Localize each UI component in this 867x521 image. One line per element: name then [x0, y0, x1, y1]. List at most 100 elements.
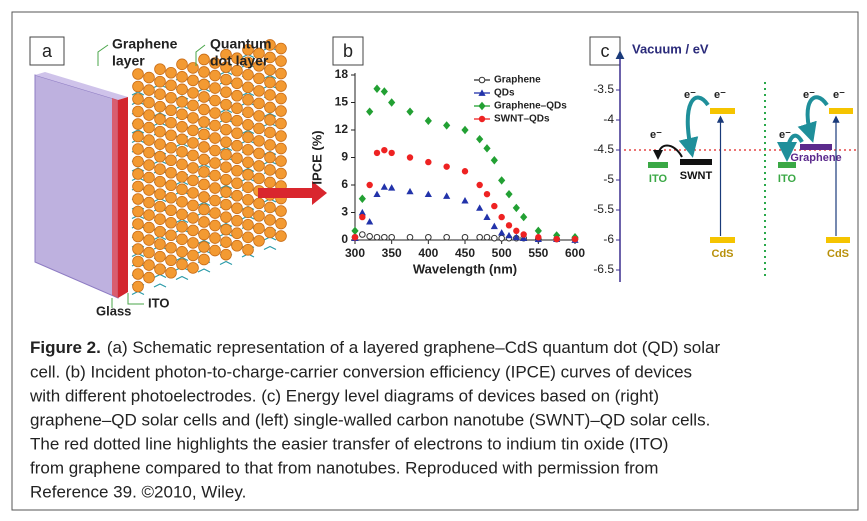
quantum-dot: [264, 139, 276, 151]
energy-level: [680, 159, 712, 165]
quantum-dot: [264, 64, 276, 76]
quantum-dot: [253, 135, 265, 147]
quantum-dot: [187, 212, 199, 224]
quantum-dot: [198, 128, 210, 141]
quantum-dot: [187, 112, 199, 124]
energy-tick-label: -4.5: [593, 142, 614, 156]
quantum-dot: [143, 196, 155, 209]
data-point: [490, 222, 498, 230]
data-point: [505, 189, 513, 199]
glass-slab: [34, 74, 119, 299]
quantum-dot: [132, 205, 144, 218]
data-point: [498, 213, 505, 221]
quantum-dot: [132, 193, 144, 205]
transition-arrow: [258, 181, 327, 205]
quantum-dot: [231, 239, 243, 252]
leader-line: [97, 44, 109, 66]
schematic-label: Quantum: [210, 36, 271, 52]
data-point: [443, 192, 451, 199]
quantum-dot: [143, 96, 155, 109]
quantum-dot: [242, 156, 254, 169]
quantum-dot: [231, 77, 243, 90]
quantum-dot: [198, 153, 210, 166]
quantum-dot: [242, 244, 254, 256]
quantum-dot: [154, 238, 166, 250]
quantum-dot: [143, 121, 155, 134]
energy-level-label: SWNT: [680, 170, 713, 182]
quantum-dot: [165, 179, 177, 192]
caption-text: The red dotted line highlights the easie…: [30, 434, 668, 453]
quantum-dot: [220, 111, 232, 123]
quantum-dot: [198, 178, 210, 191]
quantum-dot: [242, 206, 254, 219]
quantum-dot: [264, 114, 276, 126]
data-point: [505, 222, 513, 229]
caption-label: Figure 2.: [30, 338, 101, 357]
quantum-dot: [198, 103, 210, 116]
quantum-dot: [209, 182, 221, 194]
quantum-dot: [165, 191, 177, 204]
y-tick-label: 15: [335, 95, 349, 109]
quantum-dot: [242, 43, 254, 56]
quantum-dot: [198, 253, 210, 266]
quantum-dot: [253, 110, 265, 122]
quantum-dot: [165, 266, 177, 279]
data-point: [351, 226, 359, 236]
quantum-dot: [176, 196, 188, 208]
quantum-dot: [187, 199, 199, 212]
quantum-dot: [187, 124, 199, 137]
quantum-dot: [143, 146, 155, 159]
quantum-dot: [132, 168, 144, 180]
quantum-dot: [198, 116, 210, 128]
quantum-dot: [242, 169, 254, 181]
quantum-dot: [253, 72, 265, 85]
quantum-dot: [220, 173, 232, 186]
quantum-dot: [242, 219, 254, 231]
quantum-dot: [176, 246, 188, 258]
quantum-dot: [264, 76, 276, 89]
quantum-dot: [187, 249, 199, 262]
quantum-dot: [242, 131, 254, 144]
quantum-dot: [264, 89, 276, 101]
quantum-dot: [132, 155, 144, 168]
quantum-dot: [209, 94, 221, 107]
quantum-dot: [176, 108, 188, 121]
quantum-dot: [176, 208, 188, 221]
quantum-dot: [209, 107, 221, 119]
quantum-dot: [231, 127, 243, 140]
quantum-dot: [231, 164, 243, 177]
quantum-dot: [264, 164, 276, 176]
quantum-dot: [231, 52, 243, 65]
quantum-dot: [187, 174, 199, 187]
electron-label: e⁻: [833, 89, 845, 101]
electron-label: e⁻: [779, 129, 791, 141]
data-point: [388, 149, 395, 157]
data-point: [380, 183, 388, 190]
quantum-dot: [275, 55, 287, 67]
quantum-dot: [154, 188, 166, 200]
quantum-dot: [209, 69, 221, 82]
quantum-dot: [143, 209, 155, 221]
quantum-dot: [209, 244, 221, 257]
quantum-dot: [154, 138, 166, 150]
quantum-dot: [176, 133, 188, 146]
caption-text: Reference 39. ©2010, Wiley.: [30, 482, 246, 501]
data-point: [512, 233, 520, 241]
quantum-dot: [154, 263, 166, 275]
quantum-dot: [253, 60, 265, 72]
quantum-dot: [264, 201, 276, 214]
quantum-dot: [231, 189, 243, 202]
panel-label: b: [343, 41, 353, 61]
data-point: [483, 190, 491, 198]
quantum-dot: [132, 118, 144, 130]
data-point: [406, 107, 414, 116]
data-point: [520, 231, 527, 238]
data-point: [424, 116, 432, 126]
quantum-dot: [198, 216, 210, 228]
electron-label: e⁻: [714, 89, 726, 101]
ito-layer: [118, 97, 128, 298]
y-tick-label: 3: [341, 205, 348, 219]
data-point: [512, 203, 520, 213]
quantum-dot: [253, 210, 265, 222]
